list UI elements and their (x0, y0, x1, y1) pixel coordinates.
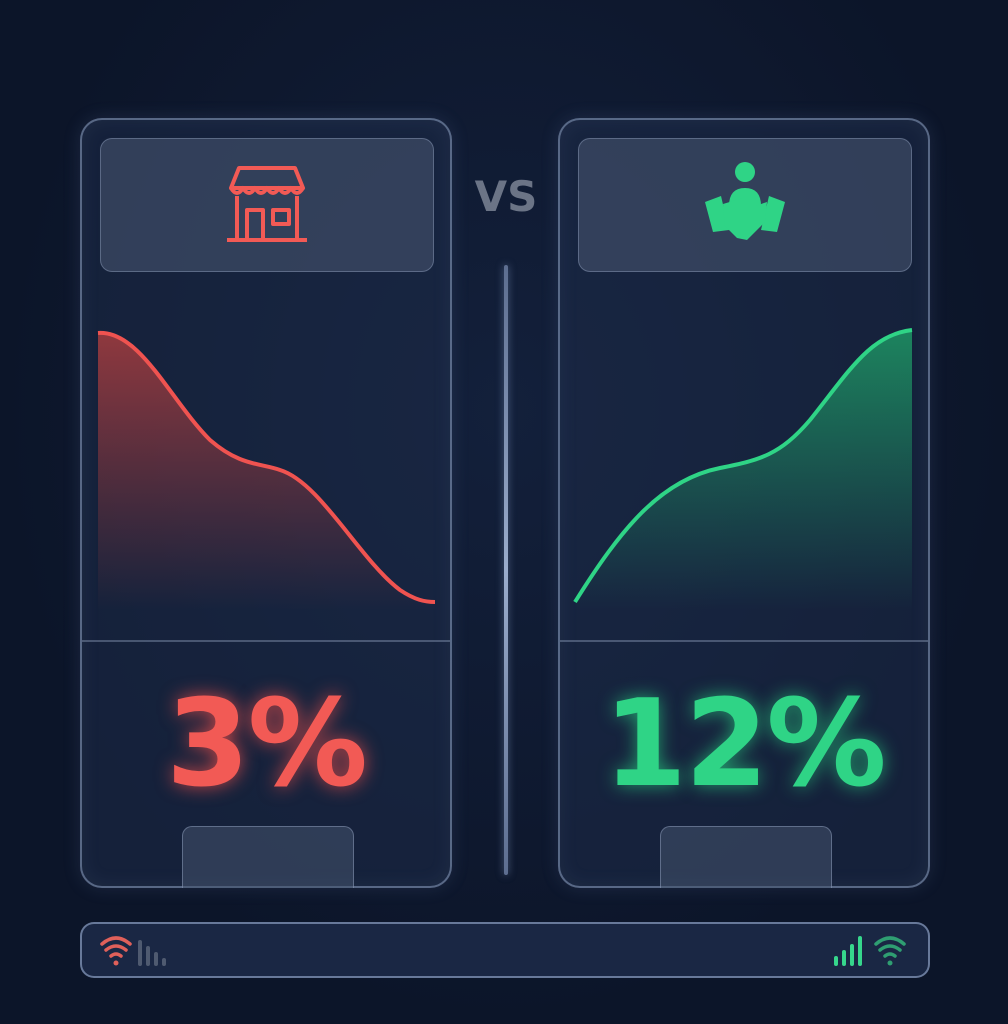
right-divider (560, 640, 928, 642)
vs-label: VS (474, 172, 538, 221)
status-bar (80, 922, 930, 978)
signal-bars-icon (834, 936, 862, 966)
left-trend-line (97, 330, 436, 604)
right-curve-fill (575, 330, 912, 610)
right-percent: 12% (603, 675, 886, 814)
handshake-person-icon (705, 162, 785, 240)
center-divider (504, 265, 508, 875)
storefront-icon (227, 166, 307, 242)
wifi-icon (100, 936, 132, 966)
right-icon-panel (578, 138, 912, 272)
right-trend-line (573, 328, 913, 604)
left-icon-panel (100, 138, 434, 272)
left-curve-fill (98, 332, 435, 610)
signal-bars-icon (138, 940, 166, 966)
wifi-icon (874, 936, 906, 966)
right-status-icons (834, 936, 906, 966)
left-status-icons (100, 936, 166, 966)
left-divider (82, 640, 450, 642)
right-bottom-tab[interactable] (660, 826, 832, 888)
left-bottom-tab[interactable] (182, 826, 354, 888)
left-percent: 3% (166, 675, 368, 814)
